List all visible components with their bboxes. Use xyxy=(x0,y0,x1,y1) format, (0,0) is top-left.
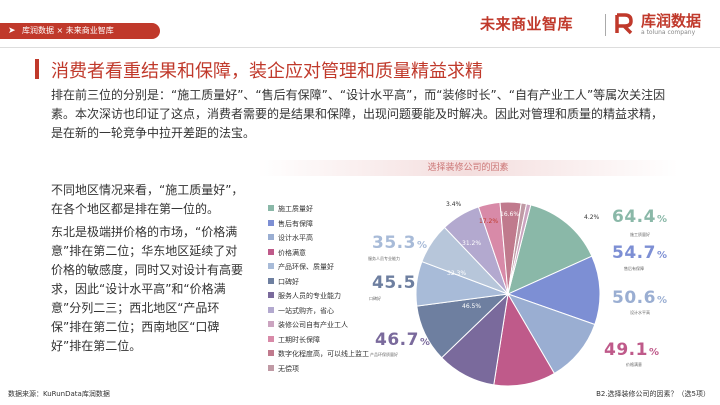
legend-label: 一站式购齐，省心 xyxy=(278,306,334,315)
callout-label: 设计水平高 xyxy=(630,310,650,315)
callout-number: 49.1 xyxy=(604,340,648,360)
callout-value: 49.1% xyxy=(604,340,659,360)
brand-right-subtitle: a toluna company xyxy=(641,29,696,36)
legend-label: 装修公司自有产业工人 xyxy=(278,321,348,329)
legend-item: 售后有保障 xyxy=(268,219,313,229)
legend-item: 口碑好 xyxy=(268,277,299,287)
callout-percent-sign: % xyxy=(419,337,431,348)
legend-label: 售后有保障 xyxy=(278,219,313,228)
legend-swatch xyxy=(268,277,274,284)
callout-percent-sign: % xyxy=(416,240,428,251)
legend-label: 服务人员的专业能力 xyxy=(278,292,341,300)
slice-label: 17.2% xyxy=(479,218,499,225)
legend-item: 装修公司自有产业工人 xyxy=(268,320,348,330)
title-accent-bar xyxy=(35,59,39,79)
slice-label: 31.2% xyxy=(462,240,482,247)
legend-item: 服务人员的专业能力 xyxy=(268,291,341,301)
legend-swatch xyxy=(268,306,274,313)
legend-swatch xyxy=(268,234,274,240)
regional-paragraph-2: 东北是极端拼价格的市场，“价格满意”排在第二位；华东地区延续了对价格的敏感度，同… xyxy=(51,225,244,353)
callout-percent-sign: % xyxy=(656,250,668,261)
legend-label: 无偿项 xyxy=(278,364,299,373)
regional-paragraph-1: 不同地区情况来看，“施工质量好”，在各个地区都是排在第一位的。 xyxy=(51,183,244,216)
legend-label: 工期时长保障 xyxy=(278,335,320,344)
callout-number: 54.7 xyxy=(612,243,656,263)
legend-swatch xyxy=(268,321,274,327)
regional-analysis: 不同地区情况来看，“施工质量好”，在各个地区都是排在第一位的。 东北是极端拼价格… xyxy=(51,181,247,360)
page-title: 消费者看重结果和保障，装企应对管理和质量精益求精 xyxy=(51,61,483,82)
callout-value: 46.7% xyxy=(375,330,430,350)
pie-slice xyxy=(506,293,596,375)
legend-item: 工期时长保障 xyxy=(268,335,320,345)
legend-item: 数字化程度高，可以线上监工 xyxy=(268,349,369,359)
callout-value: 64.4% xyxy=(612,207,667,227)
slice-label: 46.5% xyxy=(462,303,482,310)
survey-question: B2.选择装修公司的因素？（选5项） xyxy=(596,390,710,398)
legend-label: 产品环保、质量好 xyxy=(278,263,334,271)
callout-value: 35.3% xyxy=(372,233,427,253)
legend-swatch xyxy=(268,292,274,298)
kurun-logo-icon xyxy=(613,13,635,35)
brand-right-logo: 库润数据 xyxy=(641,12,702,30)
legend-swatch xyxy=(268,335,274,342)
callout-label: 售后有保障 xyxy=(624,266,644,271)
callout-label: 产品环保质量好 xyxy=(370,352,398,357)
callout-percent-sign: % xyxy=(648,347,660,358)
legend-swatch xyxy=(268,205,274,211)
brand-left-logo: 未来商业智库 xyxy=(480,15,574,33)
lightning-icon: ➤ xyxy=(8,26,16,36)
slice-label: 16.6% xyxy=(500,211,520,218)
header-tag: ➤ 库润数据 × 未来商业智库 xyxy=(0,23,160,39)
callout-percent-sign: % xyxy=(656,295,668,306)
legend-item: 价格满意 xyxy=(268,248,306,258)
logo-divider xyxy=(605,14,606,36)
legend-swatch xyxy=(268,263,274,269)
legend-swatch xyxy=(268,350,274,356)
header-tag-text: 库润数据 × 未来商业智库 xyxy=(22,26,114,35)
callout-value: 54.7% xyxy=(612,243,667,263)
legend-swatch xyxy=(268,364,274,371)
legend-label: 设计水平高 xyxy=(278,234,313,242)
callout-number: 45.5 xyxy=(372,273,416,293)
callout-number: 35.3 xyxy=(372,233,416,253)
callout-number: 46.7 xyxy=(375,330,419,350)
callout-label: 口碑好 xyxy=(369,296,381,301)
data-source: 数据来源：KuRunData库润数据 xyxy=(8,390,110,398)
pie-slice xyxy=(506,255,601,326)
pie-slice xyxy=(507,203,532,295)
intro-paragraph: 排在前三位的分别是：“施工质量好”、“售后有保障”、“设计水平高”，而“装修时长… xyxy=(51,88,666,140)
legend-label: 口碑好 xyxy=(278,277,299,286)
legend-label: 数字化程度高，可以线上监工 xyxy=(278,350,369,358)
callout-value: 50.6% xyxy=(612,288,667,308)
slice-label: 32.3% xyxy=(447,270,467,277)
legend-swatch xyxy=(268,219,274,226)
callout-number: 64.4 xyxy=(612,207,656,227)
legend-label: 施工质量好 xyxy=(278,205,313,213)
legend-item: 设计水平高 xyxy=(268,233,313,243)
legend-item: 产品环保、质量好 xyxy=(268,262,334,272)
legend-item: 一站式购齐，省心 xyxy=(268,306,334,316)
callout-label: 服务人员专业能力 xyxy=(368,256,400,261)
callout-label: 施工质量好 xyxy=(630,232,650,237)
callout-percent-sign: % xyxy=(656,214,668,225)
legend-item: 施工质量好 xyxy=(268,204,313,214)
legend-swatch xyxy=(268,248,274,255)
callout-label: 价格满意 xyxy=(626,362,642,367)
slice-label: 3.4% xyxy=(446,201,462,208)
legend-label: 价格满意 xyxy=(278,248,306,257)
pie-chart xyxy=(415,201,601,387)
slice-label: 4.2% xyxy=(584,214,600,221)
callout-number: 50.6 xyxy=(612,288,656,308)
chart-title: 选择装修公司的因素 xyxy=(258,160,678,176)
pie-slice xyxy=(507,204,593,295)
legend-item: 无偿项 xyxy=(268,364,299,374)
header-divider xyxy=(0,47,720,48)
